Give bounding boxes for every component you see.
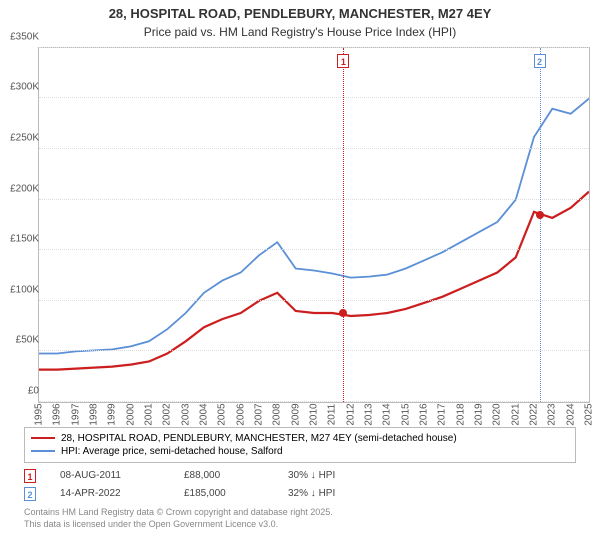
x-tick-label: 2015 — [400, 403, 411, 425]
gridline — [39, 47, 589, 48]
transaction-price: £88,000 — [184, 470, 264, 481]
marker-point-1 — [339, 309, 347, 317]
x-tick-label: 2018 — [455, 403, 466, 425]
x-tick-label: 2012 — [345, 403, 356, 425]
marker-box-1: 1 — [337, 54, 349, 68]
x-tick-label: 2005 — [217, 403, 228, 425]
y-tick-label: £100K — [0, 284, 39, 295]
plot-region: £0£50K£100K£150K£200K£250K£300K£350K1995… — [38, 47, 590, 403]
footer-line1: Contains HM Land Registry data © Crown c… — [24, 507, 576, 519]
y-tick-label: £300K — [0, 82, 39, 93]
transaction-date: 08-AUG-2011 — [60, 470, 160, 481]
y-tick-label: £250K — [0, 133, 39, 144]
x-tick-label: 2014 — [382, 403, 393, 425]
series-hpi — [39, 98, 589, 353]
footer-attribution: Contains HM Land Registry data © Crown c… — [24, 507, 576, 530]
transactions-table: 1 08-AUG-2011 £88,000 30% ↓ HPI 2 14-APR-2022… — [24, 467, 576, 503]
y-tick-label: £0 — [0, 385, 39, 396]
x-tick-label: 2009 — [290, 403, 301, 425]
y-tick-label: £50K — [0, 335, 39, 346]
x-tick-label: 2017 — [437, 403, 448, 425]
x-tick-label: 2025 — [584, 403, 595, 425]
x-tick-label: 2004 — [199, 403, 210, 425]
gridline — [39, 97, 589, 98]
transaction-price: £185,000 — [184, 488, 264, 499]
transaction-marker: 1 — [24, 469, 36, 483]
x-tick-label: 2019 — [474, 403, 485, 425]
x-tick-label: 1995 — [34, 403, 45, 425]
gridline — [39, 148, 589, 149]
x-tick-label: 2021 — [510, 403, 521, 425]
gridline — [39, 350, 589, 351]
legend: 28, HOSPITAL ROAD, PENDLEBURY, MANCHESTE… — [24, 427, 576, 463]
marker-line-2 — [540, 48, 541, 402]
x-tick-label: 2016 — [419, 403, 430, 425]
x-tick-label: 2006 — [235, 403, 246, 425]
x-tick-label: 2003 — [180, 403, 191, 425]
marker-point-2 — [536, 211, 544, 219]
x-tick-label: 2023 — [547, 403, 558, 425]
gridline — [39, 300, 589, 301]
footer-line2: This data is licensed under the Open Gov… — [24, 519, 576, 531]
y-tick-label: £150K — [0, 234, 39, 245]
transaction-marker: 2 — [24, 487, 36, 501]
marker-line-1 — [343, 48, 344, 402]
chart-title-line1: 28, HOSPITAL ROAD, PENDLEBURY, MANCHESTE… — [0, 0, 600, 25]
x-tick-label: 2002 — [162, 403, 173, 425]
series-property — [39, 191, 589, 369]
chart-area: £0£50K£100K£150K£200K£250K£300K£350K1995… — [2, 47, 590, 425]
y-tick-label: £200K — [0, 183, 39, 194]
x-tick-label: 2020 — [492, 403, 503, 425]
x-tick-label: 2024 — [565, 403, 576, 425]
chart-title-line2: Price paid vs. HM Land Registry's House … — [0, 25, 600, 43]
x-tick-label: 2007 — [254, 403, 265, 425]
x-tick-label: 2013 — [364, 403, 375, 425]
y-tick-label: £350K — [0, 31, 39, 42]
marker-box-2: 2 — [534, 54, 546, 68]
x-tick-label: 2011 — [327, 404, 338, 426]
gridline — [39, 401, 589, 402]
legend-label: 28, HOSPITAL ROAD, PENDLEBURY, MANCHESTE… — [61, 433, 457, 444]
legend-swatch — [31, 437, 55, 439]
x-tick-label: 1996 — [52, 403, 63, 425]
transaction-delta: 32% ↓ HPI — [288, 488, 335, 499]
x-tick-label: 2008 — [272, 403, 283, 425]
x-tick-label: 2001 — [144, 403, 155, 425]
x-tick-label: 1997 — [70, 403, 81, 425]
gridline — [39, 249, 589, 250]
legend-swatch — [31, 450, 55, 452]
transaction-row: 1 08-AUG-2011 £88,000 30% ↓ HPI — [24, 467, 576, 485]
x-tick-label: 1998 — [89, 403, 100, 425]
legend-label: HPI: Average price, semi-detached house,… — [61, 446, 283, 457]
line-series-svg — [39, 48, 589, 402]
legend-row: 28, HOSPITAL ROAD, PENDLEBURY, MANCHESTE… — [31, 432, 569, 445]
x-tick-label: 2010 — [309, 403, 320, 425]
x-tick-label: 2022 — [529, 403, 540, 425]
x-tick-label: 1999 — [107, 403, 118, 425]
legend-row: HPI: Average price, semi-detached house,… — [31, 445, 569, 458]
x-tick-label: 2000 — [125, 403, 136, 425]
transaction-row: 2 14-APR-2022 £185,000 32% ↓ HPI — [24, 485, 576, 503]
transaction-delta: 30% ↓ HPI — [288, 470, 335, 481]
gridline — [39, 199, 589, 200]
transaction-date: 14-APR-2022 — [60, 488, 160, 499]
